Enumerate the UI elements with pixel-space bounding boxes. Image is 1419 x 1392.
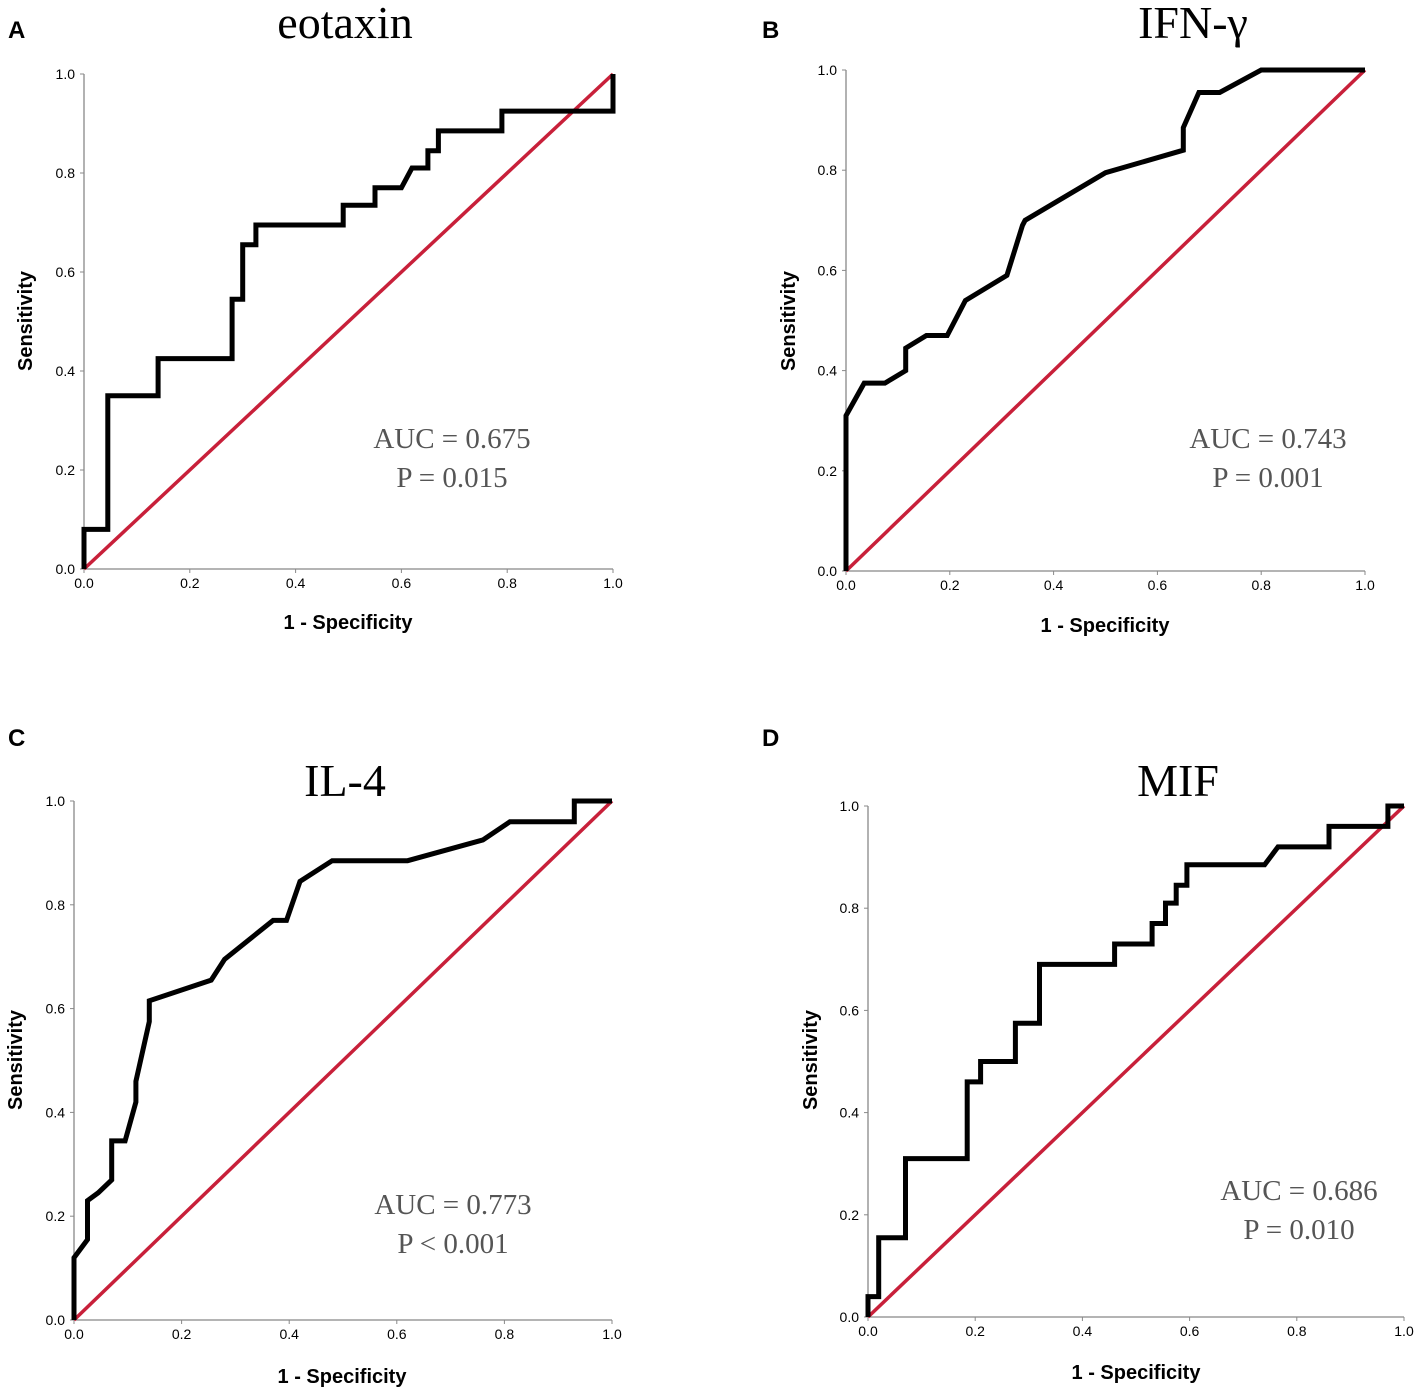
roc-curve-line: [81, 74, 616, 569]
y-axis-label: Sensitivity: [15, 270, 37, 371]
x-tick-label: 0.0: [64, 1326, 84, 1342]
y-tick-label: 0.6: [818, 262, 838, 278]
y-tick-label: 0.0: [56, 561, 76, 577]
y-axis-label: Sensitivity: [778, 270, 800, 371]
x-axis-label: 1 - Specificity: [284, 612, 414, 634]
chart-panel-c: C IL-4 0.0 0.2 0.4 0.6 0.8 1.0 0.0 0.2 0.4 0.6 0.8 1.…: [5, 725, 622, 1388]
chart-title: IL-4: [304, 755, 386, 806]
y-tick-label: 0.2: [840, 1207, 860, 1223]
x-tick-label: 0.8: [1251, 577, 1271, 593]
y-tick-label: 1.0: [818, 62, 838, 78]
x-tick-label: 0.2: [940, 577, 960, 593]
y-tick-label: 0.2: [56, 462, 76, 478]
x-tick-label: 0.0: [74, 575, 94, 591]
x-tick-label: 0.6: [1148, 577, 1168, 593]
x-tick-label: 0.4: [286, 575, 306, 591]
panel-letter: B: [762, 17, 779, 44]
x-tick-label: 0.4: [279, 1326, 299, 1342]
x-tick-label: 0.8: [495, 1326, 515, 1342]
p-value-annotation: P = 0.015: [396, 462, 507, 494]
reference-diagonal-line: [72, 799, 614, 1322]
y-tick-label: 0.4: [840, 1105, 860, 1121]
x-tick-label: 0.0: [858, 1323, 878, 1339]
y-tick-label: 0.8: [818, 162, 838, 178]
y-tick-label: 0.6: [840, 1002, 860, 1018]
panel-letter: A: [8, 17, 25, 44]
x-axis-label: 1 - Specificity: [278, 1366, 408, 1388]
x-tick-label: 0.2: [180, 575, 200, 591]
roc-curve-line: [865, 803, 1404, 1317]
x-tick-label: 1.0: [602, 1326, 622, 1342]
chart-panel-b: B IFN-γ 0.0 0.2 0.4 0.6 0.8 1.0 0.0 0.2 0.4 0.6 0.8 1…: [762, 0, 1375, 637]
x-tick-label: 0.6: [392, 575, 412, 591]
p-value-annotation: P = 0.010: [1243, 1214, 1354, 1246]
y-tick-label: 1.0: [840, 798, 860, 814]
auc-annotation: AUC = 0.675: [373, 423, 530, 455]
x-axis-label: 1 - Specificity: [1041, 615, 1171, 637]
y-tick-label: 1.0: [46, 793, 66, 809]
x-tick-label: 0.8: [497, 575, 517, 591]
x-tick-label: 0.6: [1180, 1323, 1200, 1339]
y-tick-label: 0.0: [840, 1309, 860, 1325]
auc-annotation: AUC = 0.686: [1220, 1175, 1377, 1207]
y-tick-label: 0.4: [46, 1104, 66, 1120]
y-axis-label: Sensitivity: [800, 1009, 822, 1110]
y-tick-label: 0.2: [818, 463, 838, 479]
y-tick-label: 0.0: [818, 563, 838, 579]
x-tick-label: 0.4: [1044, 577, 1064, 593]
y-tick-label: 0.8: [56, 165, 76, 181]
auc-annotation: AUC = 0.773: [374, 1189, 531, 1221]
y-axis-label: Sensitivity: [5, 1009, 27, 1110]
p-value-annotation: P = 0.001: [1212, 462, 1323, 494]
x-tick-label: 0.4: [1073, 1323, 1093, 1339]
y-tick-label: 0.8: [840, 900, 860, 916]
x-tick-label: 1.0: [603, 575, 623, 591]
x-tick-label: 0.6: [387, 1326, 407, 1342]
x-tick-label: 1.0: [1355, 577, 1375, 593]
p-value-annotation: P < 0.001: [397, 1228, 508, 1260]
y-tick-label: 0.8: [46, 897, 66, 913]
y-tick-label: 0.4: [56, 363, 76, 379]
x-tick-label: 0.0: [836, 577, 856, 593]
y-tick-label: 0.4: [818, 363, 838, 379]
y-tick-label: 0.2: [46, 1208, 66, 1224]
chart-title: eotaxin: [277, 0, 412, 48]
roc-curve-line: [843, 67, 1365, 571]
auc-annotation: AUC = 0.743: [1189, 423, 1346, 455]
x-tick-label: 0.8: [1287, 1323, 1307, 1339]
chart-title: MIF: [1137, 755, 1219, 806]
y-tick-label: 1.0: [56, 66, 76, 82]
x-axis-label: 1 - Specificity: [1072, 1362, 1202, 1384]
panel-letter: C: [8, 725, 25, 752]
x-tick-label: 1.0: [1394, 1323, 1414, 1339]
y-tick-label: 0.0: [46, 1312, 66, 1328]
y-tick-label: 0.6: [46, 1001, 66, 1017]
reference-diagonal-line: [82, 72, 615, 571]
chart-title: IFN-γ: [1138, 0, 1248, 48]
y-tick-label: 0.6: [56, 264, 76, 280]
roc-curve-line: [71, 798, 612, 1320]
reference-diagonal-line: [844, 68, 1367, 573]
x-tick-label: 0.2: [172, 1326, 192, 1342]
panel-letter: D: [762, 725, 779, 752]
reference-diagonal-line: [866, 804, 1406, 1319]
chart-panel-d: D MIF 0.0 0.2 0.4 0.6 0.8 1.0 0.0 0.2 0.4 0.6 0.8 1.0…: [762, 725, 1414, 1384]
x-tick-label: 0.2: [965, 1323, 985, 1339]
